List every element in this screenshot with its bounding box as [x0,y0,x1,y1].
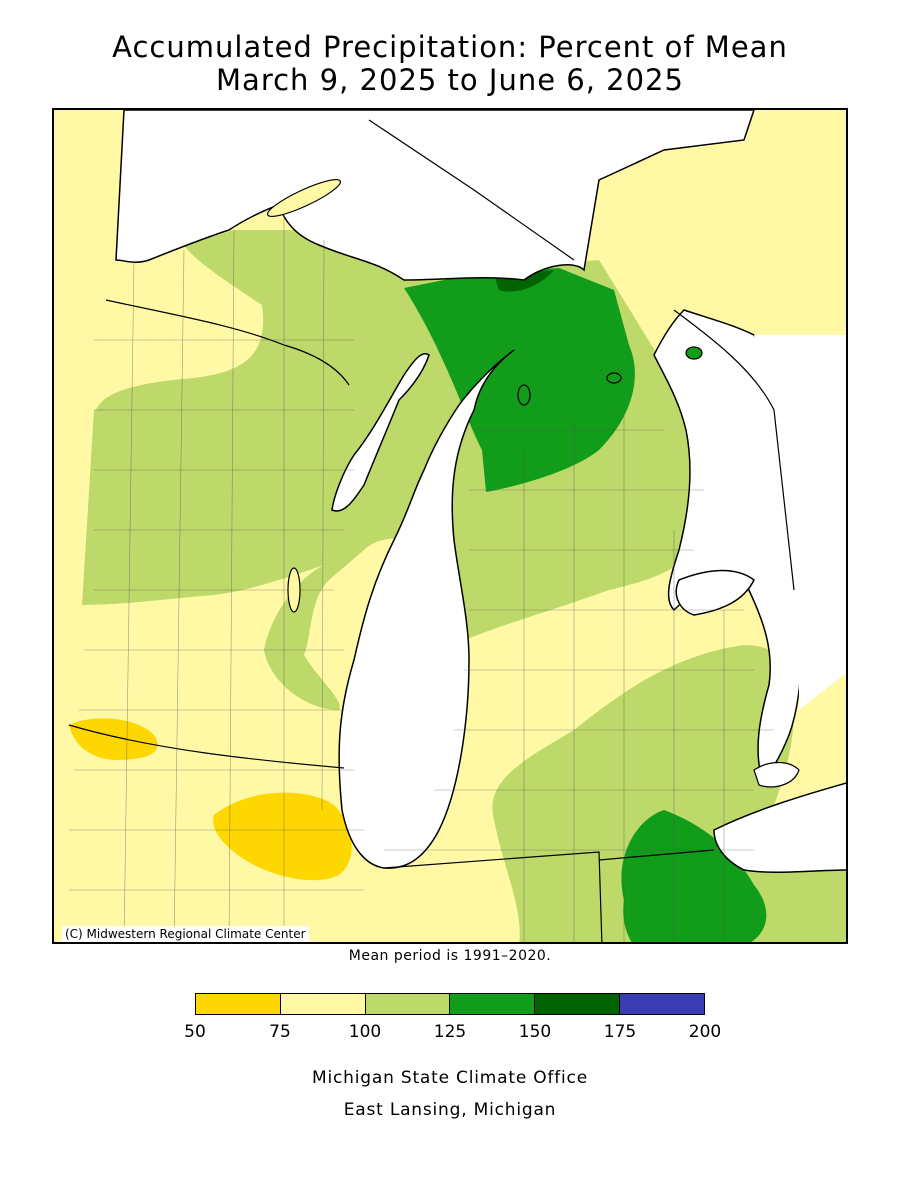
zone-below-normal-west [69,718,158,760]
lake-st-clair [753,761,800,788]
footer-office: Michigan State Climate Office [312,1068,588,1088]
legend-swatch-150-175 [535,994,621,1014]
copyright-label: (C) Midwestern Regional Climate Center [62,926,309,942]
zone-much-above-normal-north [404,268,635,492]
saginaw-bay [675,569,755,616]
legend-swatch-50-75 [196,994,281,1014]
legend-tick-label: 175 [603,1022,637,1042]
mean-period-note: Mean period is 1991–2020. [348,948,552,964]
state-border-oh-mi [598,849,715,861]
legend-swatch-100-125 [365,994,451,1014]
legend-tick-label: 150 [518,1022,552,1042]
beaver-island [517,384,531,406]
legend-tick-label: 75 [269,1022,291,1042]
state-border-wi-up [105,299,350,386]
map-date-range: March 9, 2025 to June 6, 2025 [216,63,684,97]
drummond-island [685,346,703,360]
legend-tick-label: 200 [688,1022,722,1042]
precipitation-map [52,108,848,944]
legend-tick-label: 100 [348,1022,382,1042]
county-grid [69,210,774,942]
canada-border [368,119,795,591]
map-title: Accumulated Precipitation: Percent of Me… [112,30,788,64]
legend-swatch-75-100 [280,994,366,1014]
state-border-il-wi [68,724,345,769]
isle-royale [266,179,342,217]
map-svg [54,110,846,942]
footer-location: East Lansing, Michigan [343,1100,557,1120]
zone-much-above-normal-southeast [621,810,767,942]
state-border-in-mi [383,851,603,942]
legend-tick-label: 125 [433,1022,467,1042]
zone-below-normal-central [213,792,352,881]
bois-blanc-island [606,372,622,384]
legend-swatch-175-200 [620,994,704,1014]
washington-island [287,567,301,613]
legend-color-bar [195,993,705,1015]
lake-michigan [338,349,515,869]
lake-huron-east [754,335,846,710]
legend-tick-label: 50 [184,1022,206,1042]
legend-swatch-125-150 [450,994,536,1014]
lake-superior [115,110,755,281]
green-bay [331,353,430,512]
